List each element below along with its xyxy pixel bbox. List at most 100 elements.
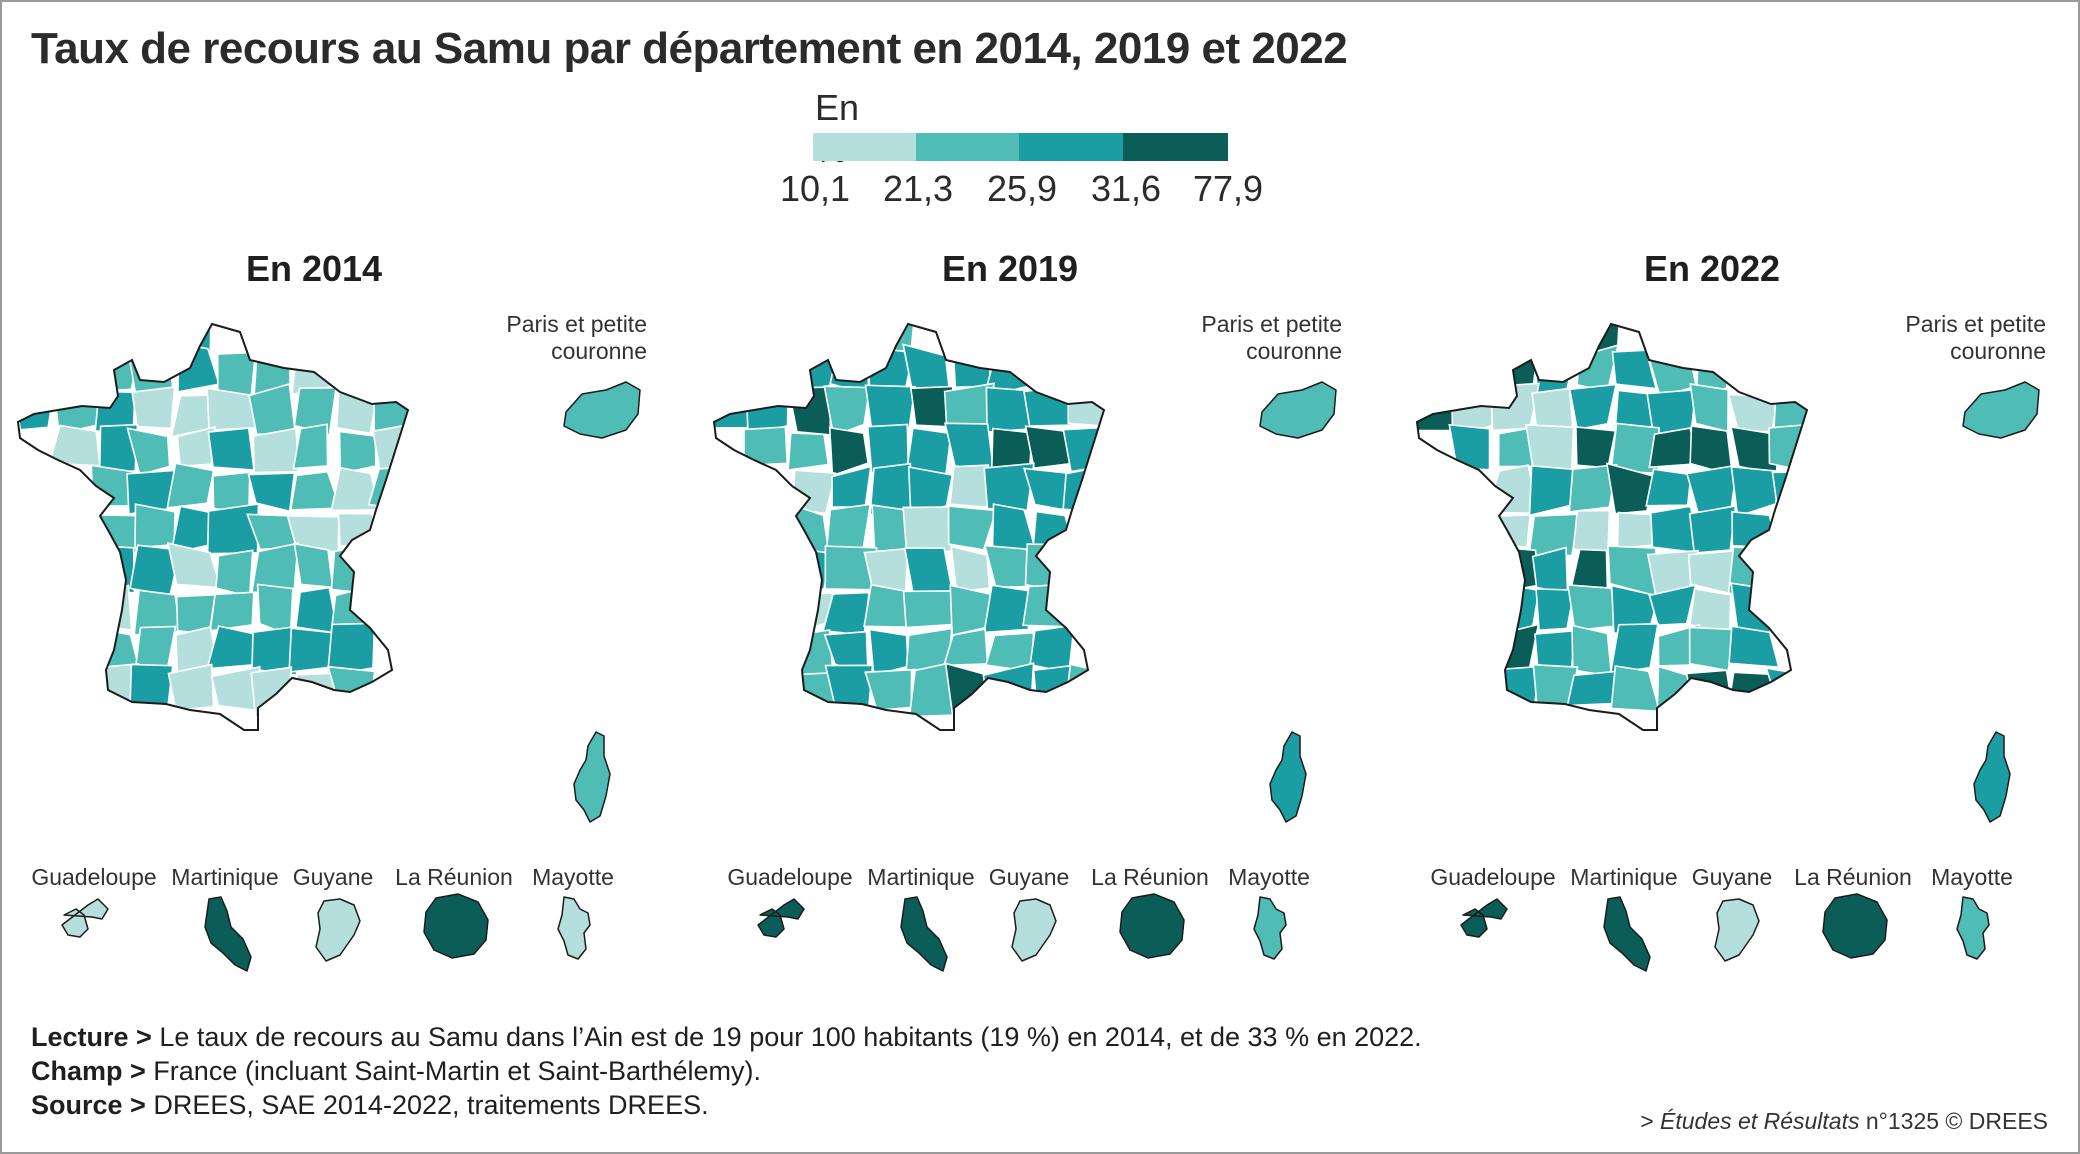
- department-area: [126, 469, 180, 515]
- department-area: [1572, 509, 1611, 555]
- corsica-map: [1269, 731, 1307, 823]
- department-area: [209, 591, 255, 632]
- department-area: [1531, 546, 1569, 596]
- department-area: [1765, 667, 1807, 708]
- paris-inset-label-line2: couronne: [1246, 338, 1342, 364]
- guadeloupe-shape: [757, 898, 805, 938]
- paris-inset-label-line2: couronne: [1950, 338, 2046, 364]
- department-area: [983, 584, 1032, 634]
- reunion-shape: [1119, 893, 1185, 959]
- mayotte-shape: [1253, 896, 1287, 960]
- department-area: [1448, 423, 1491, 471]
- corsica-map: [1973, 731, 2011, 823]
- department-area: [126, 427, 171, 476]
- department-area: [206, 387, 258, 431]
- department-area: [250, 542, 300, 594]
- department-area: [1645, 468, 1692, 507]
- department-area: [1417, 386, 1455, 432]
- france-map: [1415, 322, 1809, 731]
- department-area: [1688, 626, 1737, 672]
- department-area: [215, 549, 254, 598]
- department-area: [338, 430, 377, 475]
- department-area: [1688, 505, 1737, 554]
- guyane-shape: [315, 898, 361, 962]
- label-reunion: La Réunion: [395, 864, 513, 890]
- guadeloupe-map: [757, 898, 805, 938]
- guyane-map: [1011, 898, 1057, 962]
- martinique-map: [204, 896, 252, 972]
- champ-text: France (incluant Saint-Martin et Saint-B…: [153, 1056, 762, 1086]
- credit: > Études et Résultats n°1325 © DREES: [1640, 1108, 2048, 1135]
- department-area: [864, 668, 913, 712]
- label-guadeloupe: Guadeloupe: [31, 864, 157, 890]
- france-outline: [712, 322, 1106, 731]
- department-area: [1575, 426, 1617, 469]
- department-area: [1648, 583, 1697, 626]
- department-area: [293, 542, 334, 589]
- department-area: [168, 324, 212, 355]
- panel-title: En 2014: [245, 248, 383, 289]
- department-area: [1535, 588, 1576, 631]
- france-map: [712, 322, 1106, 731]
- source-text: DREES, SAE 2014-2022, traitements DREES.: [153, 1090, 709, 1120]
- department-area: [1730, 465, 1780, 518]
- label-guyane: Guyane: [292, 864, 374, 890]
- lecture-label: Lecture >: [31, 1022, 152, 1052]
- department-area: [1656, 665, 1692, 715]
- mayotte-shape: [557, 896, 591, 960]
- department-area: [1609, 622, 1659, 675]
- corsica-shape: [1269, 731, 1307, 823]
- department-area: [330, 584, 377, 631]
- label-mayotte: Mayotte: [532, 864, 614, 890]
- department-area: [1610, 665, 1661, 713]
- department-area: [1685, 669, 1733, 717]
- department-area: [247, 472, 296, 513]
- department-area: [782, 546, 832, 591]
- label-guadeloupe: Guadeloupe: [727, 864, 853, 890]
- department-area: [950, 545, 991, 593]
- paris-inset-label-line2: couronne: [551, 338, 647, 364]
- department-area: [868, 628, 909, 677]
- department-area: [1485, 665, 1540, 717]
- legend-tick-4: 31,6: [1090, 168, 1162, 209]
- department-area: [1527, 513, 1581, 557]
- mayotte-map: [557, 896, 591, 960]
- reunion-map: [1119, 893, 1185, 959]
- department-area: [1023, 384, 1075, 427]
- department-area: [293, 386, 337, 436]
- department-area: [743, 426, 789, 467]
- guyane-shape: [1011, 898, 1057, 962]
- label-reunion: La Réunion: [1091, 864, 1209, 890]
- label-guadeloupe: Guadeloupe: [1430, 864, 1556, 890]
- department-area: [97, 584, 133, 632]
- guyane-map: [1714, 898, 1760, 962]
- department-area: [787, 432, 830, 471]
- label-guyane: Guyane: [1691, 864, 1773, 890]
- department-area: [825, 503, 872, 553]
- mayotte-shape: [1956, 896, 1990, 960]
- department-area: [176, 426, 216, 467]
- department-area: [1611, 349, 1658, 390]
- paris-inset-label-line1: Paris et petite: [506, 311, 647, 337]
- france-outline: [16, 322, 410, 731]
- department-area: [824, 664, 874, 713]
- reunion-map: [423, 893, 489, 959]
- department-area: [1727, 393, 1779, 433]
- panel-title: En 2019: [941, 248, 1079, 289]
- legend-swatch-4: [1123, 133, 1228, 161]
- department-area: [1731, 510, 1778, 549]
- label-reunion: La Réunion: [1794, 864, 1912, 890]
- paris-shape: [563, 381, 641, 439]
- guadeloupe-map: [1460, 898, 1508, 938]
- champ-note: Champ > France (incluant Saint-Martin et…: [31, 1054, 1422, 1088]
- department-area: [1063, 663, 1104, 717]
- paris-inset-map: [1259, 381, 1337, 439]
- panel-title: En 2022: [1643, 248, 1781, 289]
- reunion-shape: [423, 893, 489, 959]
- department-area: [1488, 545, 1539, 596]
- paris-inset-label: Paris et petite couronne: [506, 311, 647, 365]
- paris-inset-label: Paris et petite couronne: [1905, 311, 2046, 365]
- legend-tick-2: 21,3: [882, 168, 954, 209]
- martinique-map: [900, 896, 948, 972]
- paris-inset-map: [1962, 381, 2040, 439]
